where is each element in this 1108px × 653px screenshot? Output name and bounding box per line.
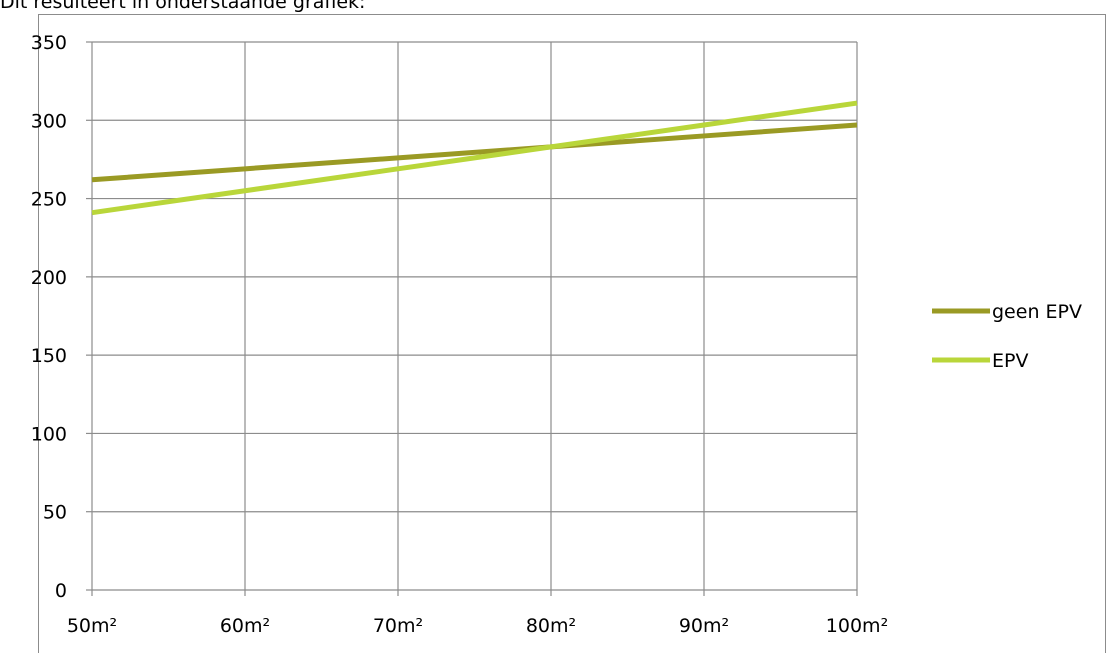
x-tick-label: 100m² [826,615,888,637]
legend: geen EPV EPV [932,301,1082,372]
grid-lines [92,41,858,590]
y-tick-label: 250 [31,189,67,211]
x-tick-label: 90m² [679,615,729,637]
legend-label: EPV [992,350,1028,372]
axes [91,42,857,591]
x-tick-label: 80m² [526,615,576,637]
y-tick-label: 200 [31,267,67,289]
y-tick-label: 100 [31,423,67,445]
x-tick-label: 50m² [67,615,117,637]
series-line-0 [91,122,858,183]
y-tick-label: 0 [55,580,67,602]
x-tick-label: 70m² [373,615,423,637]
x-tick-label: 60m² [220,615,270,637]
chart-frame [38,14,1106,653]
y-tick-label: 350 [31,32,67,54]
y-tick-label: 50 [43,502,67,524]
y-tick-label: 150 [31,345,67,367]
caption-text: Dit resulteert in onderstaande grafiek: [0,0,366,13]
y-tick-label: 300 [31,110,67,132]
legend-label: geen EPV [992,301,1082,323]
y-axis-ticks: 0 50 100 150 200 250 300 350 [31,32,92,602]
series-line-1 [91,100,858,216]
series-lines [91,100,858,216]
x-axis-ticks: 50m² 60m² 70m² 80m² 90m² 100m² [67,590,888,637]
